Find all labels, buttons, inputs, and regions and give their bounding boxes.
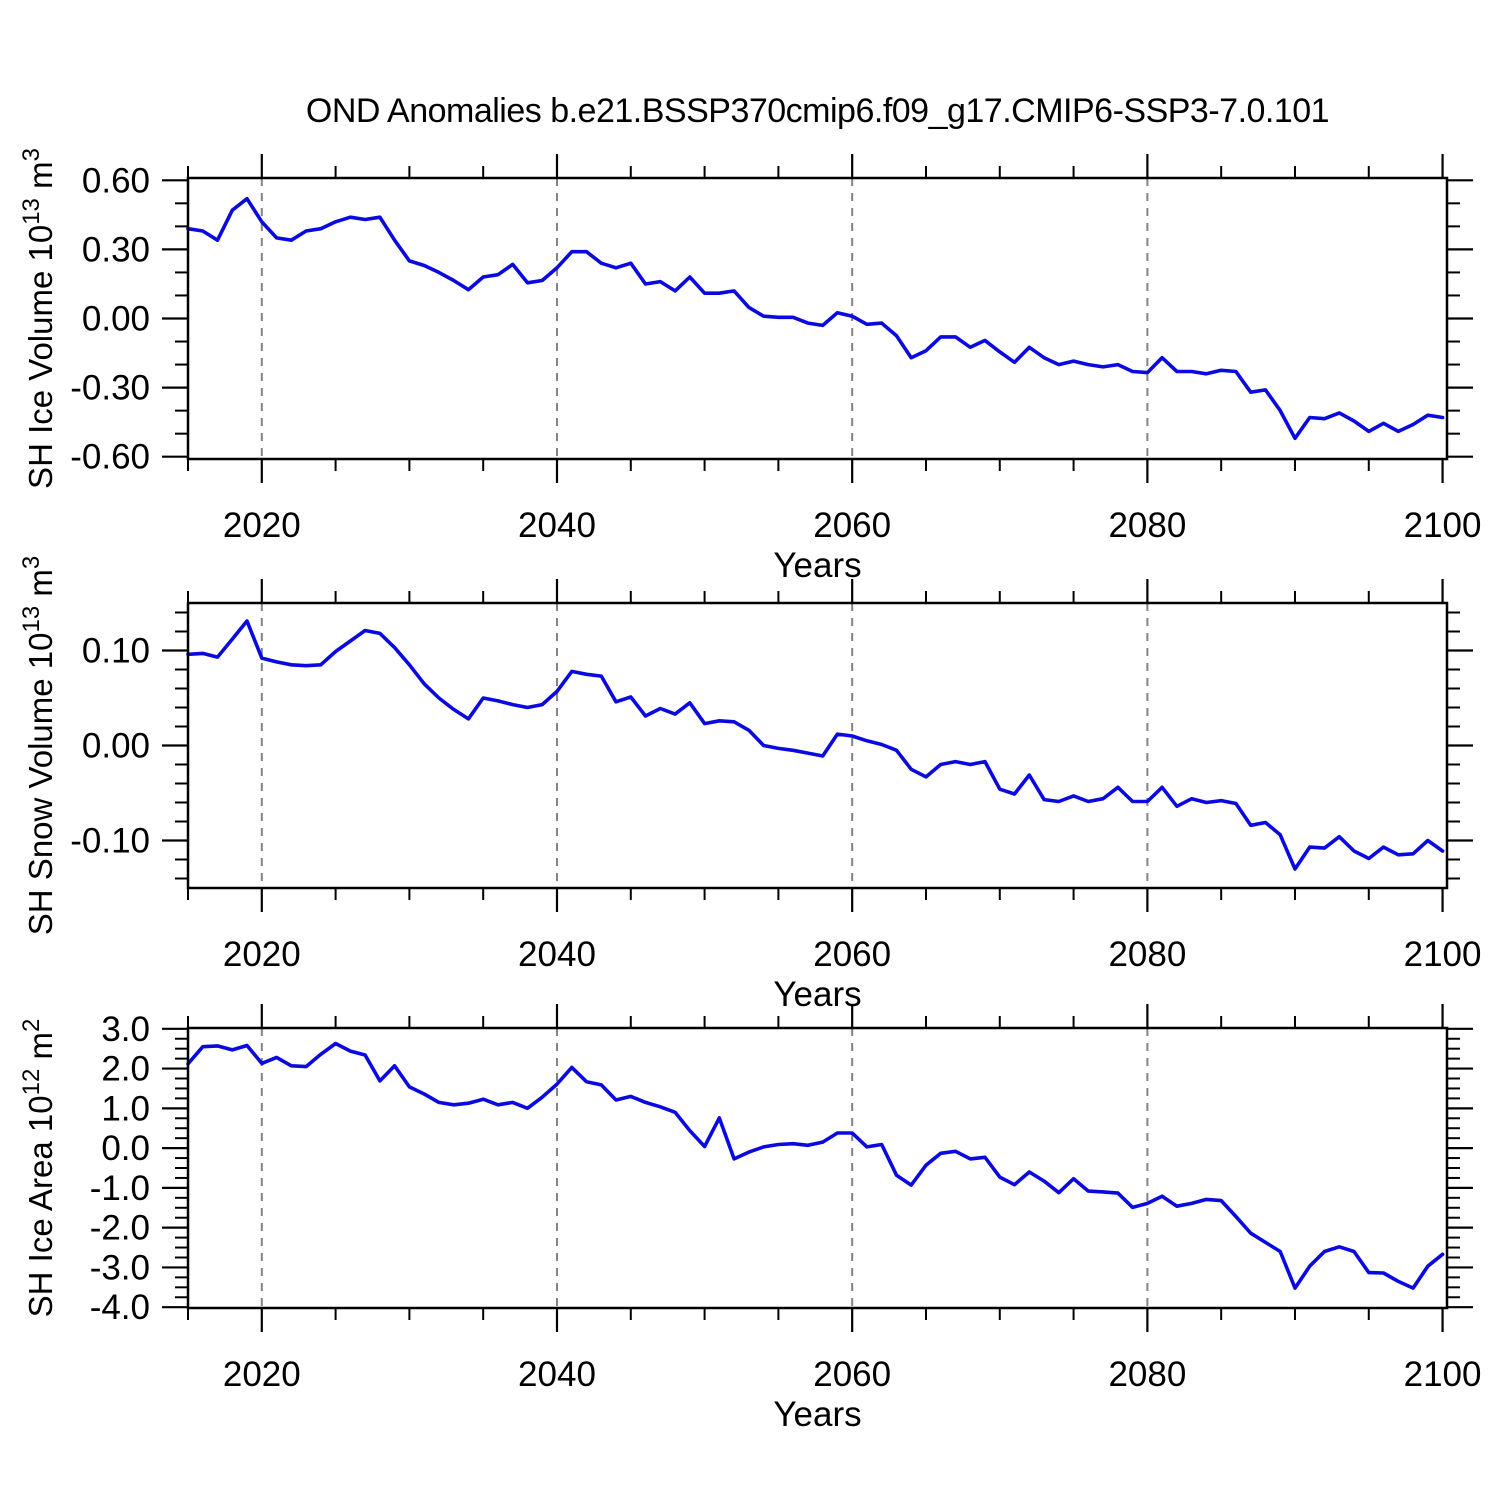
y-axis-title-superscript: 3 [18,556,45,569]
y-tick-label: -1.0 [90,1169,150,1208]
x-tick-label: 2080 [1108,506,1186,545]
y-tick-label: 0.00 [82,300,150,339]
y-tick-label: 2.0 [101,1050,150,1089]
y-axis-title: SH Ice Area 1012 m2 [18,1019,59,1318]
x-axis-title: Years [773,546,861,585]
x-tick-label: 2060 [813,506,891,545]
x-tick-label: 2020 [223,1355,301,1394]
y-tick-label: 0.10 [82,632,150,671]
chart-title: OND Anomalies b.e21.BSSP370cmip6.f09_g17… [305,92,1330,130]
x-tick-label: 2040 [518,935,596,974]
panel-sh-ice-area: 2020 2040 2060 2080 2100 3.02.01.00.0-1.0-2.0… [18,1004,1482,1434]
x-tick-label: 2080 [1108,935,1186,974]
y-tick-label: -3.0 [90,1248,150,1287]
x-tick-label: 2100 [1404,506,1482,545]
y-tick-label: -2.0 [90,1209,150,1248]
y-tick-label: 0.60 [82,161,150,200]
plot-box [186,601,1449,890]
y-tick-label: 1.0 [101,1089,150,1128]
y-tick-label: -0.30 [70,369,150,408]
y-axis-title: SH Snow Volume 1013 m3 [18,556,59,935]
x-tick-label: 2040 [518,506,596,545]
series-sh-ice-area [186,1041,1445,1290]
y-axis-title: SH Ice Volume 1013 m3 [18,148,59,489]
x-axis-title: Years [773,975,861,1014]
series-sh-snow-volume [186,619,1445,871]
y-tick-label: 0.0 [101,1129,150,1168]
y-axis-title-text: SH Snow Volume 10 [22,633,59,936]
x-tick-label: 2100 [1404,935,1482,974]
x-tick-label: 2040 [518,1355,596,1394]
x-tick-label: 2080 [1108,1355,1186,1394]
y-axis-title-text: m [22,569,59,606]
y-tick-label: 3.0 [101,1010,150,1049]
y-tick-label: 0.30 [82,230,150,269]
y-tick-label: 0.00 [82,727,150,766]
y-axis-title-superscript: 13 [18,606,45,633]
y-tick-label: -0.60 [70,438,150,477]
plot-box [186,176,1449,461]
y-tick-label: -0.10 [70,822,150,861]
panel-sh-ice-volume: 2020 2040 2060 2080 2100 0.60 0.30 0.00 -0.30 -0.… [18,148,1482,585]
x-tick-label: 2100 [1404,1355,1482,1394]
x-tick-label: 2060 [813,1355,891,1394]
y-axis-title-text: m [22,161,59,198]
x-tick-label: 2020 [223,506,301,545]
y-axis-title-text: SH Ice Volume 10 [22,225,59,489]
y-axis-title-superscript: 2 [18,1019,45,1032]
x-tick-label: 2060 [813,935,891,974]
y-axis-title-superscript: 13 [18,198,45,225]
series-sh-ice-volume [186,196,1445,441]
y-axis-title-superscript: 12 [18,1069,45,1096]
x-axis-title: Years [773,1395,861,1434]
y-axis-title-superscript: 3 [18,148,45,161]
plot-box [186,1026,1449,1310]
x-tick-label: 2020 [223,935,301,974]
panel-sh-snow-volume: 2020 2040 2060 2080 2100 0.10 0.00 -0.10 Years SH… [18,556,1482,1014]
y-axis-title-text: SH Ice Area 10 [22,1095,59,1317]
y-tick-label: -4.0 [90,1288,150,1327]
y-axis-title-text: m [22,1032,59,1069]
